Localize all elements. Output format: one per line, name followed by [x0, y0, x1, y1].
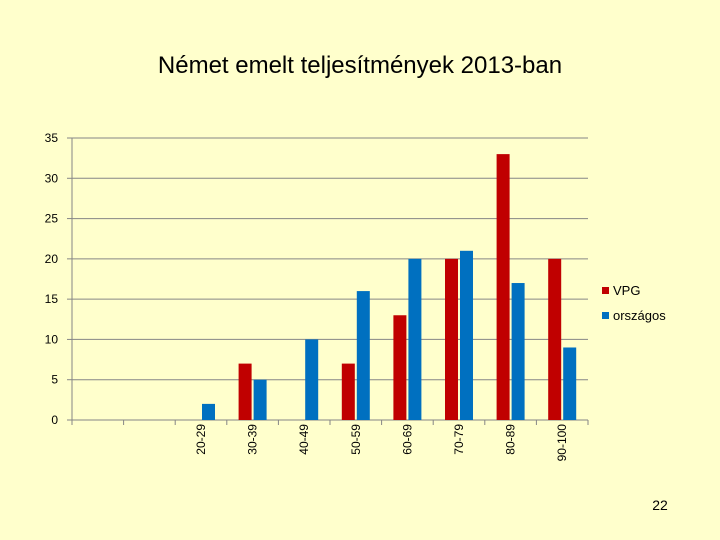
- bar-vpg-50-59: [341, 363, 355, 420]
- bar-vpg-80-89: [496, 154, 510, 420]
- bar-vpg-60-69: [393, 315, 407, 420]
- x-tick-label: 50-59: [349, 424, 363, 455]
- bars: [202, 154, 577, 420]
- y-tick-label: 0: [51, 413, 58, 427]
- bar-orszagos-80-89: [511, 283, 525, 420]
- legend-label: VPG: [613, 283, 640, 298]
- y-tick-label: 25: [45, 212, 59, 226]
- bar-vpg-70-79: [445, 258, 458, 420]
- axes: [67, 137, 589, 425]
- y-tick-label: 20: [45, 252, 59, 266]
- x-tick-label: 70-79: [452, 424, 466, 455]
- bar-orszagos-60-69: [408, 258, 422, 420]
- x-tick-label: 60-69: [400, 424, 414, 455]
- x-tick-label: 80-89: [504, 424, 518, 455]
- y-tick-labels: 0 5 10 15 20 25 30 35: [45, 131, 59, 427]
- bar-vpg-30-39: [238, 363, 252, 420]
- bar-orszagos-70-79: [460, 250, 473, 420]
- y-tick-label: 35: [45, 131, 59, 145]
- y-tick-label: 30: [45, 171, 59, 185]
- bar-vpg-90-100: [548, 258, 562, 420]
- bar-orszagos-30-39: [253, 379, 267, 420]
- bar-orszagos-50-59: [356, 291, 370, 420]
- x-tick-label: 20-29: [194, 424, 208, 455]
- page-number: 22: [652, 497, 668, 513]
- legend-swatch: [602, 312, 609, 319]
- x-tick-label: 40-49: [297, 424, 311, 455]
- y-tick-label: 10: [45, 332, 59, 346]
- x-tick-label: 30-39: [246, 424, 260, 455]
- bar-orszagos-40-49: [305, 339, 319, 420]
- gridlines: [72, 137, 588, 381]
- legend: VPG országos: [602, 283, 666, 323]
- legend-label: országos: [613, 308, 666, 323]
- bar-orszagos-90-100: [563, 347, 577, 420]
- y-tick-label: 15: [45, 292, 59, 306]
- y-tick-label: 5: [51, 373, 58, 387]
- chart-title: Német emelt teljesítmények 2013-ban: [157, 52, 563, 79]
- x-tick-labels: 20-29 30-39 40-49 50-59 60-69 70-79 80-89 90-10…: [194, 424, 569, 462]
- bar-orszagos-20-29: [202, 403, 215, 420]
- legend-swatch: [602, 287, 609, 294]
- x-tick-label: 90-100: [555, 424, 569, 462]
